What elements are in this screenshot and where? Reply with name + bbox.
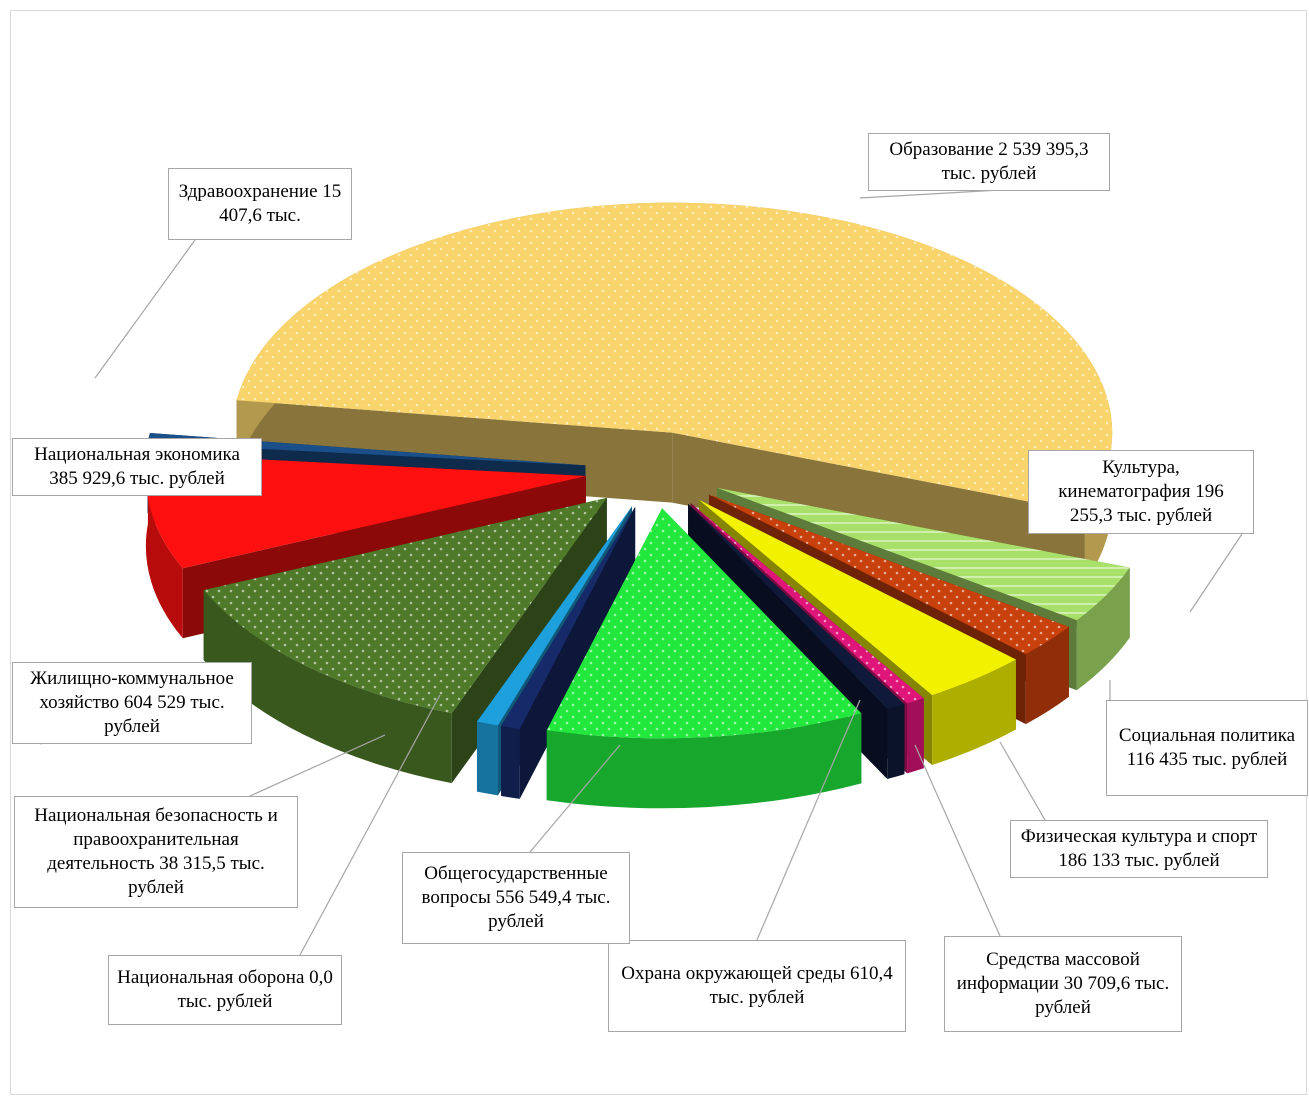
leader-line-sport	[999, 741, 1046, 821]
label-education: Образование 2 539 395,3 тыс. рублей	[868, 133, 1110, 191]
leader-line-general-affairs	[529, 744, 621, 853]
leader-line-security	[249, 734, 386, 797]
label-environment: Охрана окружающей среды 610,4 тыс. рубле…	[608, 940, 906, 1032]
label-general-affairs: Общегосударственные вопросы 556 549,4 ты…	[402, 852, 630, 944]
label-defense: Национальная оборона 0,0 тыс. рублей	[108, 955, 342, 1025]
chart-frame	[10, 10, 1307, 1095]
label-sport: Физическая культура и спорт 186 133 тыс.…	[1010, 820, 1268, 878]
leader-line-education	[859, 189, 1001, 199]
label-culture: Культура, кинематография 196 255,3 тыс. …	[1028, 450, 1254, 534]
leader-line-defense	[299, 694, 441, 956]
label-economy: Национальная экономика 385 929,6 тыс. ру…	[12, 438, 262, 496]
leader-line-environment	[756, 699, 861, 941]
label-mass-media: Средства массовой информации 30 709,6 ты…	[944, 936, 1182, 1032]
pie-slice-education	[236, 202, 1113, 583]
label-healthcare: Здравоохранение 15 407,6 тыс.	[168, 168, 352, 240]
pie-slice-defense	[501, 506, 636, 799]
leader-line-mass-media	[914, 744, 1001, 937]
leader-line-culture	[1189, 533, 1243, 613]
pie-slice-general-affairs	[546, 508, 862, 809]
leader-line-healthcare	[94, 239, 196, 379]
label-housing: Жилищно-коммунальное хозяйство 604 529 т…	[12, 662, 252, 744]
label-security: Национальная безопасность и правоохранит…	[14, 796, 298, 908]
label-social-policy: Социальная политика 116 435 тыс. рублей	[1106, 700, 1308, 796]
pie-slice-housing	[203, 497, 607, 784]
